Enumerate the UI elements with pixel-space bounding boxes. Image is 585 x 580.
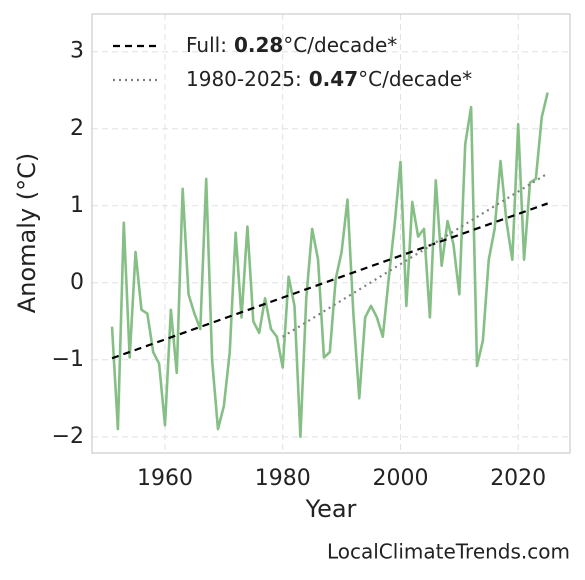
y-tick-label: 3 bbox=[70, 39, 84, 64]
legend-rate: 0.28 bbox=[234, 33, 283, 57]
legend-rate: 0.47 bbox=[309, 67, 358, 91]
plot-frame bbox=[91, 13, 571, 454]
x-tick-label: 2020 bbox=[490, 466, 546, 491]
y-tick-label: 0 bbox=[70, 270, 84, 295]
trend-line bbox=[282, 172, 549, 338]
x-tick-label: 1960 bbox=[137, 466, 193, 491]
y-tick-label: −2 bbox=[52, 424, 84, 449]
legend-entry: Full: 0.28°C/decade* bbox=[186, 33, 397, 57]
legend-unit: °C/decade* bbox=[358, 67, 472, 91]
trend-line bbox=[111, 202, 548, 360]
legend-entry: 1980-2025: 0.47°C/decade* bbox=[186, 67, 472, 91]
legend-label: 1980-2025: bbox=[186, 67, 302, 91]
y-axis-label: Anomaly (°C) bbox=[13, 153, 41, 313]
data-line bbox=[110, 92, 549, 439]
y-tick-label: 1 bbox=[70, 193, 84, 218]
x-axis-label: Year bbox=[305, 495, 357, 523]
x-tick-label: 1980 bbox=[255, 466, 311, 491]
legend-label: Full: bbox=[186, 33, 227, 57]
y-tick-label: −1 bbox=[52, 347, 84, 372]
y-tick-label: 2 bbox=[70, 116, 84, 141]
footer: LocalClimateTrends.com bbox=[327, 540, 570, 564]
legend-unit: °C/decade* bbox=[283, 33, 397, 57]
x-tick-label: 2000 bbox=[372, 466, 428, 491]
